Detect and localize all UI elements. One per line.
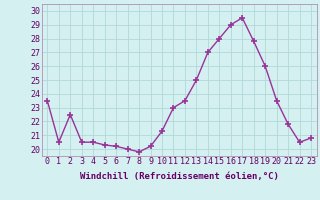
X-axis label: Windchill (Refroidissement éolien,°C): Windchill (Refroidissement éolien,°C) [80, 172, 279, 181]
